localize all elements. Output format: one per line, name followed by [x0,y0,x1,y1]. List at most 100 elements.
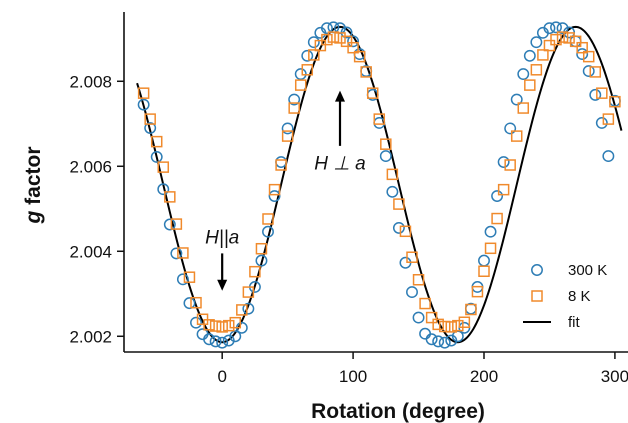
point-300k [262,225,274,238]
point-300k [523,49,536,62]
point-300k [203,333,216,346]
y-axis-title: g factor [22,146,45,224]
y-tick-label: 2.008 [69,72,112,91]
point-8k [550,33,562,46]
point-8k [203,319,215,331]
point-8k [242,286,255,298]
point-300k [445,334,458,347]
point-8k [609,95,621,108]
point-8k [268,183,281,196]
point-8k [347,41,359,54]
point-8k [229,316,242,329]
point-300k [216,336,229,349]
x-axis-title: Rotation (degree) [311,400,485,423]
point-8k [576,41,588,54]
point-300k [510,93,523,106]
point-8k [452,319,464,332]
point-300k [589,88,602,101]
legend-label: fit [568,314,581,331]
point-8k [144,113,156,125]
y-axis-title-symbol: g [22,211,45,225]
point-300k [347,35,360,48]
point-300k [288,93,301,106]
point-8k [340,35,353,48]
point-8k [327,31,340,43]
point-300k [275,156,288,168]
point-300k [268,190,281,202]
point-8k [504,159,516,171]
point-8k [183,271,196,283]
point-8k [380,138,392,150]
point-8k [209,320,222,332]
point-300k [176,273,189,286]
point-8k [366,87,379,99]
point-300k [602,150,615,163]
point-8k [373,113,386,125]
data-points-layer [137,21,621,349]
y-tick-label: 2.002 [69,327,112,346]
point-8k [445,321,458,333]
point-8k [294,79,307,91]
point-8k [177,247,189,259]
point-8k [190,296,202,309]
point-300k [595,116,608,129]
point-300k [419,327,432,340]
point-300k [504,122,517,135]
point-8k [530,64,543,76]
point-300k [222,334,235,347]
point-300k [576,48,589,61]
point-300k [190,316,202,329]
fit-line [136,25,623,344]
point-8k [334,32,346,44]
point-8k [458,316,471,328]
point-300k [392,221,405,234]
point-300k [137,98,150,111]
point-8k [510,130,523,142]
x-tick-label: 200 [470,367,498,386]
point-300k [406,286,418,299]
point-8k [150,135,163,148]
point-300k [484,225,497,238]
axis-ticks-layer: 0 100 200 300 2.002 2.004 2.006 2.008 [69,72,628,386]
point-8k [471,285,484,298]
point-8k [517,102,530,114]
point-300k [183,297,196,310]
point-300k [386,185,399,198]
legend-label: 300 K [568,262,607,279]
point-300k [242,302,255,315]
point-8k [321,33,333,46]
point-300k [307,36,320,49]
annotation-arrow-head [217,279,228,291]
point-8k [236,304,248,316]
y-axis-title-word: factor [22,146,45,210]
point-300k [320,22,333,35]
x-tick-label: 100 [339,367,367,386]
point-8k [543,39,556,52]
point-8k [386,168,399,181]
point-8k [216,321,228,333]
point-8k [262,213,274,225]
point-300k [543,22,556,35]
legend-marker-8k [531,290,543,302]
point-8k [406,251,418,263]
point-300k [550,21,562,34]
point-8k [157,161,170,173]
annotations-layer: H||a H ⊥ a [205,90,366,291]
point-8k [602,113,615,125]
point-300k [530,36,543,49]
point-8k [478,265,490,277]
point-300k [144,122,157,134]
point-8k [222,319,235,332]
annotation-arrow-head [335,90,345,102]
point-8k [563,32,575,44]
point-8k [484,242,497,255]
point-8k [353,50,366,63]
point-300k [229,330,242,343]
point-8k [301,64,314,76]
x-tick-label: 0 [217,367,226,386]
point-300k [163,218,176,231]
point-300k [432,335,445,348]
point-8k [137,87,150,99]
x-tick-label: 300 [601,367,628,386]
